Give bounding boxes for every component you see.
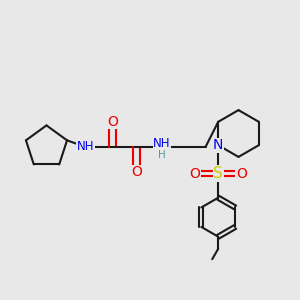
Text: NH: NH bbox=[77, 140, 94, 154]
Text: O: O bbox=[190, 167, 201, 181]
Text: O: O bbox=[236, 167, 247, 181]
Text: O: O bbox=[131, 166, 142, 179]
Text: N: N bbox=[213, 138, 224, 152]
Text: NH: NH bbox=[153, 137, 171, 150]
Text: O: O bbox=[107, 115, 118, 128]
Text: S: S bbox=[213, 166, 223, 181]
Text: H: H bbox=[158, 150, 166, 161]
